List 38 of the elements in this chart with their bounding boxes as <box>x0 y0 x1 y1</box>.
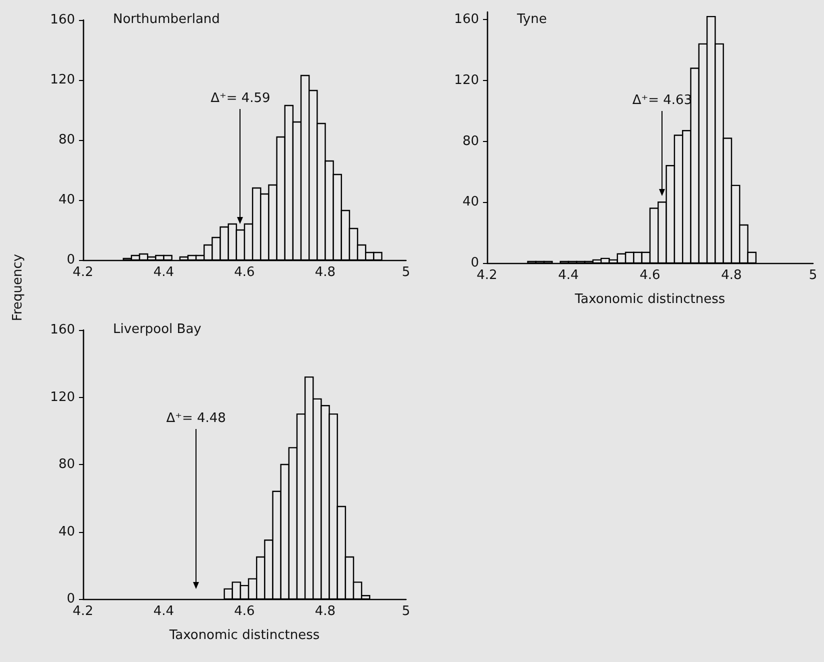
y-tick-label: 0 <box>66 592 75 606</box>
x-tick-label: 4.4 <box>153 604 174 619</box>
x-tick-label: 4.8 <box>314 604 336 619</box>
y-tick-label: 160 <box>454 12 479 28</box>
x-tick-label: 4.8 <box>314 265 336 280</box>
y-tick-label: 40 <box>58 524 75 540</box>
y-axis-title: Frequency <box>10 252 26 324</box>
x-tick-label: 4.4 <box>153 265 174 280</box>
y-tick-label: 160 <box>50 322 75 338</box>
x-tick-label: 4.2 <box>72 604 94 619</box>
chart-title: Tyne <box>516 12 547 27</box>
y-tick-label: 0 <box>470 256 479 270</box>
y-tick-label: 120 <box>50 390 75 405</box>
x-tick-label: 4.6 <box>640 268 660 283</box>
x-tick-label: 5 <box>402 265 410 280</box>
y-tick-label: 120 <box>454 72 479 88</box>
x-tick-label: 4.6 <box>234 604 255 619</box>
x-axis-title: Taxonomic distinctness <box>168 628 320 643</box>
y-tick-label: 80 <box>58 132 75 148</box>
ref-line-label: Δ⁺= 4.48 <box>166 411 226 426</box>
chart-title: Liverpool Bay <box>113 322 202 337</box>
x-tick-label: 4.8 <box>721 268 742 283</box>
y-tick-label: 0 <box>66 252 75 268</box>
y-tick-label: 80 <box>58 457 75 472</box>
x-tick-label: 4.2 <box>476 268 498 283</box>
y-tick-label: 160 <box>50 12 75 28</box>
x-tick-label: 5 <box>808 268 818 283</box>
x-axis-title: Taxonomic distinctness <box>574 292 726 307</box>
ref-line-label: Δ⁺= 4.59 <box>210 91 270 106</box>
y-tick-label: 40 <box>462 194 479 210</box>
x-tick-label: 4.6 <box>234 265 255 280</box>
chart-title: Northumberland <box>113 12 220 27</box>
y-tick-label: 40 <box>58 192 75 208</box>
y-tick-label: 80 <box>462 134 479 149</box>
x-tick-label: 5 <box>402 604 410 619</box>
x-tick-label: 4.2 <box>72 265 94 280</box>
x-tick-label: 4.4 <box>558 268 579 283</box>
y-tick-label: 120 <box>50 72 75 88</box>
